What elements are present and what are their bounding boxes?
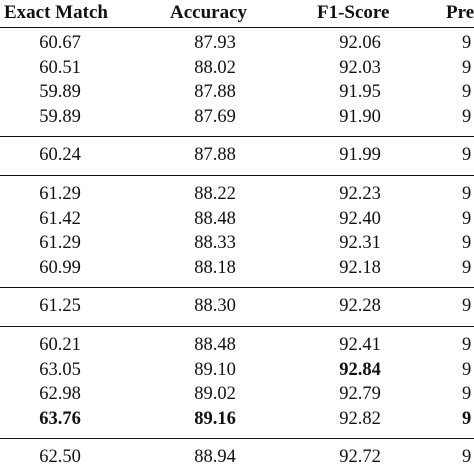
exact-match-cell: 61.42 (39, 208, 81, 229)
precision-cell: 9 (462, 447, 472, 468)
table-row: 63.76 89.16 92.82 9 (0, 408, 474, 430)
table-rule (0, 287, 474, 289)
f1-score-cell: 92.79 (339, 384, 381, 405)
exact-match-cell: 59.89 (39, 106, 81, 127)
precision-cell: 9 (462, 57, 472, 78)
table-rule (0, 136, 474, 138)
f1-score-cell: 92.40 (339, 208, 381, 229)
precision-cell: 9 (462, 257, 472, 278)
table-row: 59.89 87.69 91.90 9 (0, 106, 474, 128)
table-row: 61.29 88.33 92.31 9 (0, 232, 474, 254)
f1-score-cell: 92.72 (339, 447, 381, 468)
precision-cell: 9 (462, 82, 472, 103)
f1-score-cell: 91.95 (339, 82, 381, 103)
table-row: 60.99 88.18 92.18 9 (0, 257, 474, 279)
table-row: 60.67 87.93 92.06 9 (0, 32, 474, 54)
precision-cell: 9 (462, 33, 472, 53)
exact-match-cell: 62.98 (39, 384, 81, 405)
accuracy-cell: 89.10 (194, 359, 236, 380)
table-row: 60.24 87.88 91.99 9 (0, 144, 474, 166)
exact-match-cell: 60.51 (39, 57, 81, 78)
table-row: 60.51 88.02 92.03 9 (0, 57, 474, 79)
accuracy-cell: 87.88 (194, 145, 236, 166)
f1-score-cell: 92.28 (339, 296, 381, 317)
exact-match-cell: 63.76 (39, 408, 81, 429)
accuracy-cell: 88.94 (194, 447, 236, 468)
exact-match-cell: 60.24 (39, 145, 81, 166)
table-row: 62.50 88.94 92.72 9 (0, 446, 474, 468)
exact-match-cell: 62.50 (39, 447, 81, 468)
f1-score-cell: 92.41 (339, 335, 381, 355)
exact-match-cell: 63.05 (39, 359, 81, 380)
accuracy-cell: 87.93 (194, 33, 236, 53)
precision-cell: 9 (462, 106, 472, 127)
f1-score-cell: 92.18 (339, 257, 381, 278)
f1-score-cell: 92.84 (339, 359, 381, 380)
table-row: 63.05 89.10 92.84 9 (0, 359, 474, 381)
exact-match-cell: 61.29 (39, 184, 81, 204)
f1-score-cell: 91.99 (339, 145, 381, 166)
f1-score-cell: 92.82 (339, 408, 381, 429)
precision-cell: 9 (462, 408, 472, 429)
exact-match-cell: 59.89 (39, 82, 81, 103)
f1-score-cell: 92.03 (339, 57, 381, 78)
precision-cell: 9 (462, 145, 472, 166)
header-exact-match: Exact Match (4, 2, 108, 23)
exact-match-cell: 61.29 (39, 233, 81, 254)
header-f1-score: F1-Score (317, 2, 390, 23)
precision-cell: 9 (462, 359, 472, 380)
accuracy-cell: 89.02 (194, 384, 236, 405)
precision-cell: 9 (462, 184, 472, 204)
header-accuracy: Accuracy (170, 2, 248, 23)
exact-match-cell: 60.67 (39, 33, 81, 53)
accuracy-cell: 88.48 (194, 208, 236, 229)
header-precision: Pre (446, 2, 474, 23)
accuracy-cell: 88.30 (194, 296, 236, 317)
precision-cell: 9 (462, 384, 472, 405)
precision-cell: 9 (462, 296, 472, 317)
table-rule (0, 326, 474, 327)
accuracy-cell: 88.22 (194, 184, 236, 204)
precision-cell: 9 (462, 208, 472, 229)
exact-match-cell: 60.21 (39, 335, 81, 355)
table-row: 60.21 88.48 92.41 9 (0, 334, 474, 356)
table-row: 61.25 88.30 92.28 9 (0, 295, 474, 317)
f1-score-cell: 92.06 (339, 33, 381, 53)
table-row: 61.29 88.22 92.23 9 (0, 183, 474, 205)
table-rule (0, 175, 474, 176)
exact-match-cell: 61.25 (39, 296, 81, 317)
f1-score-cell: 92.23 (339, 184, 381, 204)
f1-score-cell: 92.31 (339, 233, 381, 254)
accuracy-cell: 88.02 (194, 57, 236, 78)
exact-match-cell: 60.99 (39, 257, 81, 278)
accuracy-cell: 88.18 (194, 257, 236, 278)
precision-cell: 9 (462, 335, 472, 355)
table-rule (0, 26, 474, 28)
accuracy-cell: 88.48 (194, 335, 236, 355)
accuracy-cell: 88.33 (194, 233, 236, 254)
table-rule (0, 438, 474, 440)
precision-cell: 9 (462, 233, 472, 254)
table-row: 62.98 89.02 92.79 9 (0, 383, 474, 405)
accuracy-cell: 87.69 (194, 106, 236, 127)
table-row: 61.42 88.48 92.40 9 (0, 208, 474, 230)
accuracy-cell: 89.16 (194, 408, 236, 429)
table-row: 59.89 87.88 91.95 9 (0, 81, 474, 103)
f1-score-cell: 91.90 (339, 106, 381, 127)
accuracy-cell: 87.88 (194, 82, 236, 103)
